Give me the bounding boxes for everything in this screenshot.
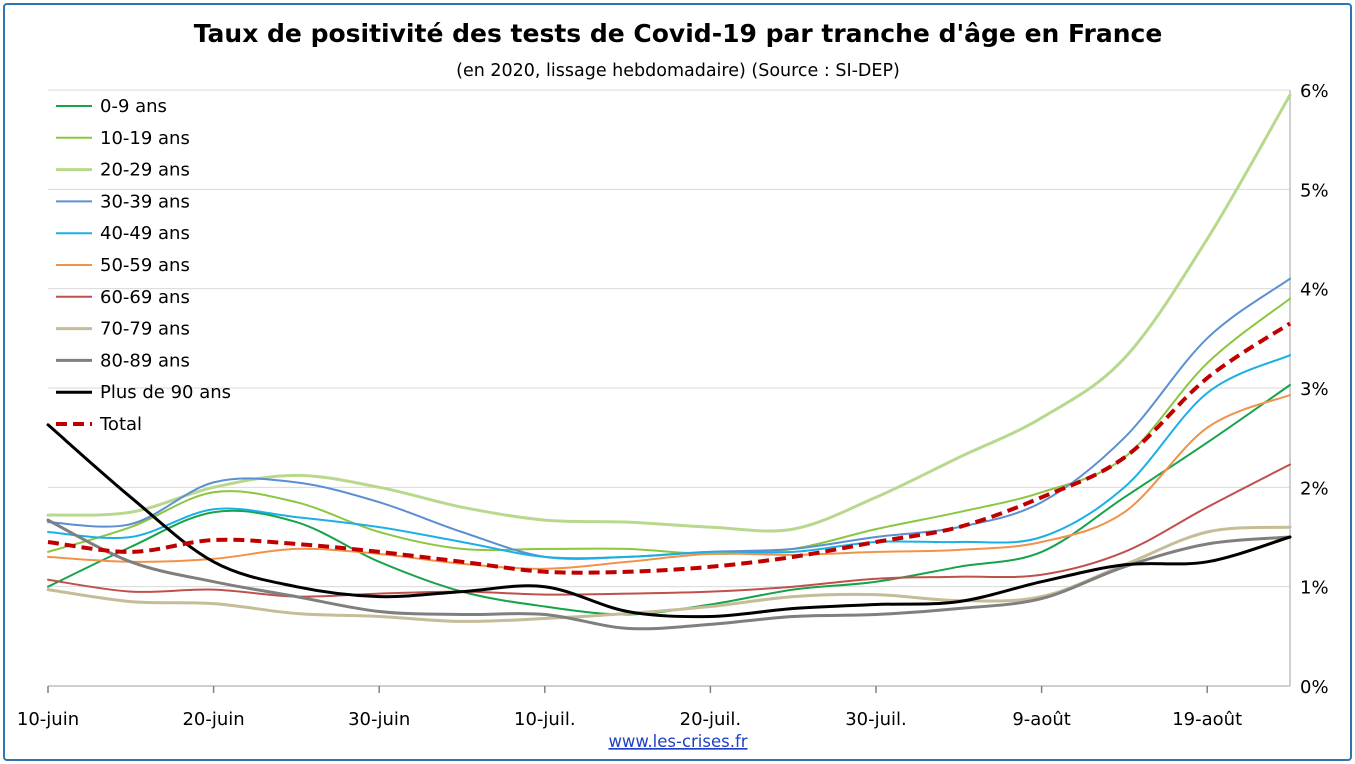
legend-label: Plus de 90 ans <box>100 382 231 403</box>
y-tick-label: 2% <box>1300 478 1329 499</box>
legend-label: 80-89 ans <box>100 350 190 371</box>
x-tick-label: 30-juil. <box>845 709 907 730</box>
series-line-80-89-ans <box>46 518 1292 631</box>
x-tick-label: 19-août <box>1172 709 1242 730</box>
y-tick-label: 0% <box>1300 677 1329 698</box>
legend-label: 50-59 ans <box>100 255 190 276</box>
legend-label: 60-69 ans <box>100 287 190 308</box>
x-tick-label: 20-juil. <box>680 709 742 730</box>
gridlines <box>48 89 1290 588</box>
legend-label: 10-19 ans <box>100 128 190 149</box>
legend-label: 0-9 ans <box>100 96 167 117</box>
x-tick-label: 9-août <box>1012 709 1070 730</box>
legend-label: 40-49 ans <box>100 223 190 244</box>
legend: 0-9 ans 10-19 ans 20-29 ans 30-39 ans 40-49 … <box>56 96 231 435</box>
axes: 0% 1% 2% 3% 4% 5% 6% 10-juin 20-juin 30-juin 10-ju… <box>17 81 1329 730</box>
series-line-10-19-ans <box>47 297 1291 555</box>
x-tick-label: 20-juin <box>182 709 244 730</box>
x-tick-label: 10-juil. <box>514 709 576 730</box>
series-line-50-59-ans <box>47 394 1291 570</box>
x-tick-label: 10-juin <box>17 709 79 730</box>
legend-label: 20-29 ans <box>100 160 190 181</box>
chart-title: Taux de positivité des tests de Covid-19… <box>194 19 1163 48</box>
chart-frame <box>3 3 1352 761</box>
series-line-0-9-ans <box>47 384 1291 616</box>
y-tick-label: 4% <box>1300 280 1329 301</box>
series-line-60-69-ans <box>47 463 1291 598</box>
series-line-plus-de-90-ans <box>46 423 1292 619</box>
series-line-total <box>47 321 1292 575</box>
y-tick-label: 5% <box>1300 180 1329 201</box>
series-line-20-29-ans <box>46 93 1292 533</box>
legend-label: 70-79 ans <box>100 319 190 340</box>
series-line-30-39-ans <box>47 277 1291 560</box>
chart-subtitle: (en 2020, lissage hebdomadaire) (Source … <box>456 61 900 81</box>
y-tick-label: 6% <box>1300 81 1329 102</box>
source-link[interactable]: www.les-crises.fr <box>608 732 747 751</box>
y-tick-label: 1% <box>1300 578 1329 599</box>
x-tick-label: 30-juin <box>348 709 410 730</box>
series-lines <box>46 93 1292 631</box>
series-line-40-49-ans <box>47 354 1291 560</box>
legend-label: Total <box>99 414 142 435</box>
y-tick-label: 3% <box>1300 379 1329 400</box>
legend-label: 30-39 ans <box>100 191 190 212</box>
